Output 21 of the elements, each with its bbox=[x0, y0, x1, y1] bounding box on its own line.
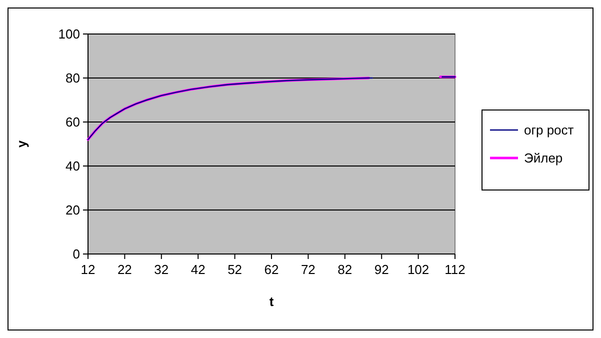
x-tick-label: 12 bbox=[80, 262, 96, 277]
y-tick-label: 40 bbox=[66, 158, 80, 174]
y-tick-label: 60 bbox=[66, 114, 80, 130]
legend-label: огр рост bbox=[524, 122, 574, 138]
x-tick-label: 92 bbox=[374, 262, 389, 277]
y-axis-title: y bbox=[14, 140, 29, 148]
y-tick-label: 20 bbox=[66, 202, 80, 218]
y-tick-label: 80 bbox=[66, 70, 80, 86]
x-tick-label: 52 bbox=[228, 262, 242, 277]
x-tick-label: 42 bbox=[190, 262, 206, 277]
x-tick-label: 112 bbox=[444, 262, 466, 277]
x-tick-label: 102 bbox=[407, 262, 430, 277]
x-axis-title: t bbox=[269, 294, 274, 309]
x-tick-label: 62 bbox=[264, 262, 279, 277]
x-tick-label: 72 bbox=[300, 262, 316, 277]
x-tick-label: 82 bbox=[338, 262, 352, 277]
legend-label: Эйлер bbox=[524, 150, 563, 166]
x-tick-label: 32 bbox=[154, 262, 169, 277]
y-tick-label: 100 bbox=[58, 26, 80, 42]
x-tick-label: 22 bbox=[117, 262, 132, 277]
y-tick-label: 0 bbox=[72, 246, 80, 262]
